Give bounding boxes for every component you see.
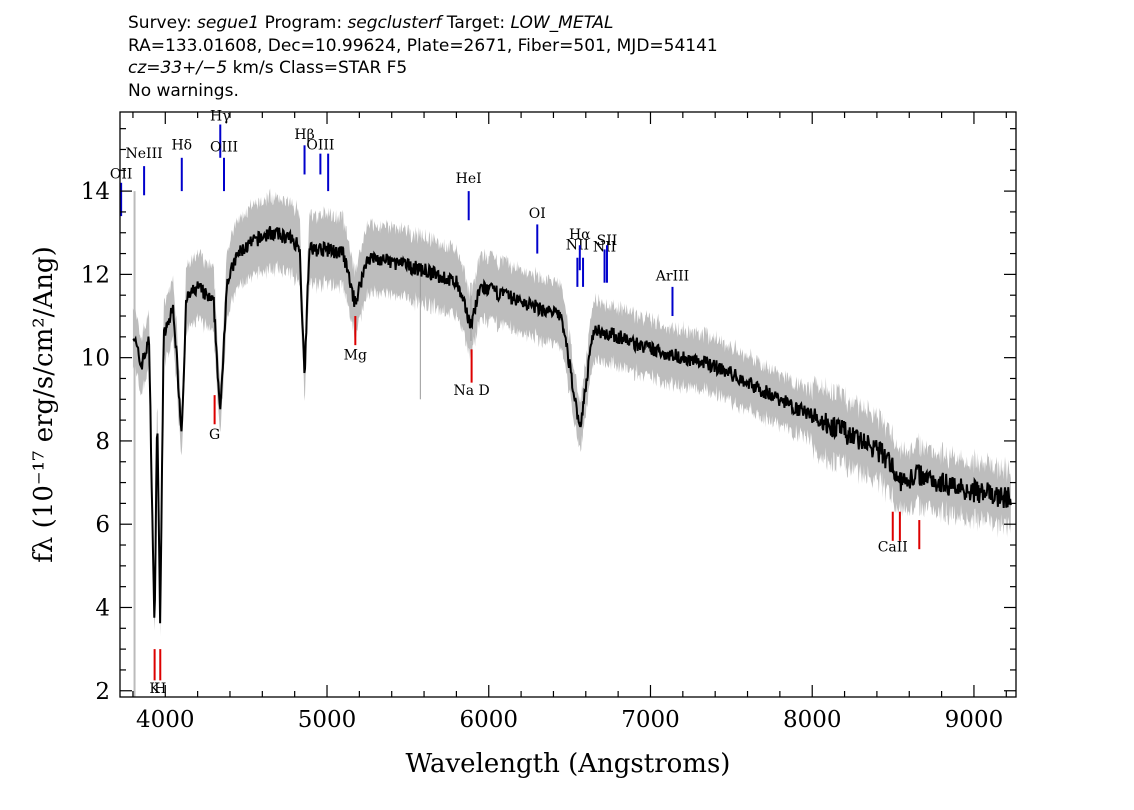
line-marker-label: Na D [453,383,489,399]
redshift-value: cz=33+/−5 [128,58,228,78]
header-line-survey: Survey: segue1 Program: segclusterf Targ… [128,12,718,35]
line-marker-label: Hδ [171,137,192,153]
x-tick-label: 4000 [136,707,195,733]
y-tick-label: 8 [95,429,110,455]
line-marker-label: OIII [306,137,334,153]
y-tick-label: 10 [81,346,110,372]
x-tick-label: 7000 [621,707,680,733]
line-marker-label: H [154,681,166,697]
y-axis-title: fλ (10⁻¹⁷ erg/s/cm²/Ang) [29,246,59,562]
header-line-redshift: cz=33+/−5 km/s Class=STAR F5 [128,57,718,80]
line-marker-label: Mg [344,348,367,364]
line-marker-label: K [149,681,160,697]
x-axis-title: Wavelength (Angstroms) [406,749,731,779]
x-tick-label: 6000 [459,707,518,733]
line-marker-label: SII [597,233,618,249]
survey-label: Survey: [128,13,198,33]
line-marker-label: HeI [456,171,482,187]
y-tick-label: 14 [81,179,110,205]
line-marker-label: OIII [210,140,238,156]
target-value: LOW_METAL [510,13,614,33]
header-line-warnings: No warnings. [128,80,239,101]
line-marker-label: NII [593,239,616,255]
y-tick-label: 12 [81,262,110,288]
program-label: Program: [259,13,348,33]
line-marker-label: G [209,427,220,443]
spectrum-header: Survey: segue1 Program: segclusterf Targ… [128,12,718,102]
spectrum-line [132,226,1012,624]
x-axis: 4000 5000 6000 7000 8000 9000 [132,112,1007,733]
plot-frame [119,111,1017,698]
line-marker-label: OI [529,206,546,222]
line-marker-label: NII [566,237,589,253]
program-value: segclusterf [347,13,442,33]
line-marker-label: ArIII [655,269,689,285]
line-marker-label: CaII [878,539,908,555]
error-band-area [132,188,1011,637]
line-marker-label: NeIII [126,146,163,162]
x-tick-label: 9000 [945,707,1004,733]
line-marker-label: Hβ [294,127,314,143]
y-tick-label: 6 [95,512,110,538]
header-line-coordinates: RA=133.01608, Dec=10.99624, Plate=2671, … [128,35,718,56]
x-tick-label: 8000 [783,707,842,733]
y-tick-label: 2 [95,679,110,705]
line-marker-label: Hα [569,227,591,243]
class-value: km/s Class=STAR F5 [227,58,408,78]
y-tick-label: 4 [95,595,110,621]
spectrum-series [132,226,1012,624]
target-label: Target: [441,13,511,33]
x-tick-label: 5000 [298,707,357,733]
y-axis: 2 4 6 8 10 12 14 [81,128,1016,705]
survey-value: segue1 [197,13,260,33]
line-marker-label: OII [110,167,133,183]
line-markers: OIINeIIIHδHγOIIIHβOIIIHeIOINIIHαNIISIIAr… [110,108,921,697]
error-band [132,188,1011,637]
sky-lines [133,191,472,697]
line-marker-label: Hγ [210,108,231,124]
